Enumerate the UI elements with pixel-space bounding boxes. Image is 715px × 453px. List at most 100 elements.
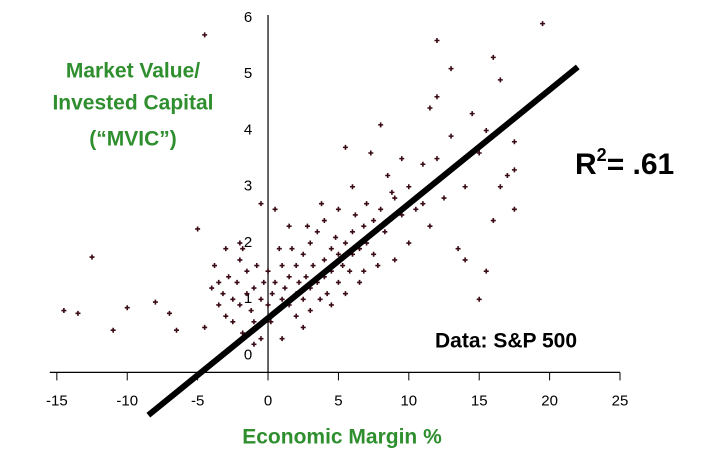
point — [476, 150, 482, 156]
point — [195, 226, 201, 232]
point — [303, 274, 309, 280]
point — [240, 330, 246, 336]
point — [504, 173, 510, 179]
point — [110, 327, 116, 333]
point — [216, 279, 222, 285]
point — [314, 229, 320, 235]
point — [321, 218, 327, 224]
x-axis-label: Economic Margin % — [242, 426, 442, 449]
point — [265, 268, 271, 274]
point — [258, 296, 264, 302]
point — [296, 279, 302, 285]
point — [349, 184, 355, 190]
point — [223, 246, 229, 252]
point — [212, 263, 218, 269]
point — [490, 54, 496, 60]
point — [317, 296, 323, 302]
point — [286, 274, 292, 280]
point — [244, 268, 250, 274]
point — [265, 302, 271, 308]
point — [392, 195, 398, 201]
point — [427, 105, 433, 111]
point — [335, 251, 341, 257]
point — [335, 206, 341, 212]
r2-base: R — [575, 148, 597, 181]
point — [220, 291, 226, 297]
point — [279, 296, 285, 302]
point — [497, 77, 503, 83]
y-tick-label: 6 — [244, 9, 252, 26]
x-tick-label: 20 — [541, 392, 558, 409]
r2-sup: 2 — [597, 145, 607, 165]
x-tick-label: 25 — [612, 392, 629, 409]
point — [375, 263, 381, 269]
point — [413, 206, 419, 212]
point — [371, 251, 377, 257]
point — [420, 201, 426, 207]
point — [261, 279, 267, 285]
point — [237, 257, 243, 263]
point — [248, 308, 254, 314]
x-tick-label: -15 — [46, 392, 68, 409]
r2-annotation: R2= .61 — [575, 145, 674, 181]
point — [434, 156, 440, 162]
x-tick-label: -10 — [116, 392, 138, 409]
point — [441, 195, 447, 201]
point — [209, 285, 215, 291]
point — [89, 254, 95, 260]
x-tick-label: 10 — [400, 392, 417, 409]
point — [254, 263, 260, 269]
point — [368, 150, 374, 156]
point — [258, 201, 264, 207]
r2-rest: = .61 — [607, 148, 675, 181]
point — [324, 291, 330, 297]
point — [230, 296, 236, 302]
point — [258, 336, 264, 342]
y-tick-label: 3 — [244, 178, 252, 195]
point — [335, 279, 341, 285]
point — [251, 285, 257, 291]
point — [511, 206, 517, 212]
point — [240, 246, 246, 252]
point — [319, 201, 325, 207]
point — [307, 240, 313, 246]
point — [540, 21, 546, 27]
point — [378, 206, 384, 212]
x-tick-label: -5 — [191, 392, 204, 409]
point — [293, 313, 299, 319]
point — [371, 218, 377, 224]
point — [272, 206, 278, 212]
point — [269, 291, 275, 297]
point — [333, 234, 339, 240]
y-tick-label: 0 — [244, 346, 252, 363]
point — [226, 274, 232, 280]
point — [389, 189, 395, 195]
point — [202, 324, 208, 330]
y-tick-label: 5 — [244, 65, 252, 82]
point — [347, 268, 353, 274]
point — [251, 319, 257, 325]
point — [268, 319, 274, 325]
point — [216, 302, 222, 308]
point — [434, 38, 440, 44]
point — [300, 324, 306, 330]
source-note: Data: S&P 500 — [435, 330, 577, 353]
point — [321, 257, 327, 263]
x-tick-label: 15 — [471, 392, 488, 409]
point — [310, 263, 316, 269]
point — [230, 319, 236, 325]
point — [406, 184, 412, 190]
point — [490, 218, 496, 224]
y-tick-label: 4 — [244, 121, 252, 138]
y-axis-label: Invested Capital — [52, 92, 213, 115]
point — [469, 111, 475, 117]
point — [251, 341, 257, 347]
point — [152, 299, 158, 305]
point — [304, 223, 310, 229]
point — [342, 291, 348, 297]
point — [511, 167, 517, 173]
point — [202, 32, 208, 38]
point — [342, 144, 348, 150]
point — [279, 263, 285, 269]
point — [497, 184, 503, 190]
